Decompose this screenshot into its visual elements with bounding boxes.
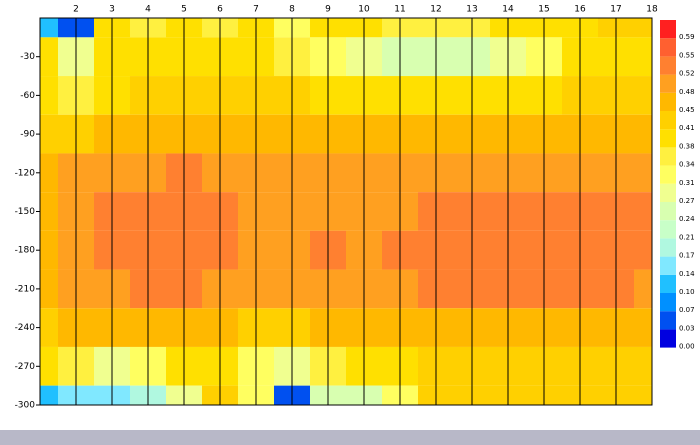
x-tick-label: 13 bbox=[466, 5, 477, 15]
legend-label: 0.45 bbox=[679, 106, 695, 114]
cell bbox=[40, 385, 58, 405]
cell bbox=[40, 37, 58, 77]
cell bbox=[40, 76, 58, 115]
y-tick-label: -180 bbox=[15, 246, 36, 256]
legend-label: 0.41 bbox=[679, 124, 695, 132]
x-tick-label: 3 bbox=[109, 5, 115, 15]
legend-label: 0.03 bbox=[679, 324, 695, 332]
cell bbox=[634, 76, 652, 115]
legend-swatch bbox=[660, 92, 676, 111]
cell bbox=[634, 192, 652, 231]
x-tick-label: 17 bbox=[610, 5, 621, 15]
legend-label: 0.27 bbox=[679, 197, 695, 205]
cell bbox=[40, 346, 58, 386]
legend-swatch bbox=[660, 183, 676, 202]
y-tick-label: -150 bbox=[15, 207, 36, 217]
x-tick-label: 2 bbox=[73, 5, 79, 15]
cell bbox=[634, 230, 652, 270]
legend-swatch bbox=[660, 38, 676, 57]
cell bbox=[634, 385, 652, 405]
y-tick-label: -210 bbox=[15, 284, 36, 294]
legend-swatch bbox=[660, 20, 676, 39]
axes: 2 3 4 5 6 7 8 9 10 11 12 13 14 15 16 17 18 -30 -60 -90 -120 -… bbox=[15, 5, 658, 411]
legend-label: 0.55 bbox=[679, 51, 695, 59]
x-tick-label: 12 bbox=[430, 5, 441, 15]
cell bbox=[40, 230, 58, 270]
y-tick-label: -60 bbox=[20, 91, 35, 101]
x-tick-label: 18 bbox=[646, 5, 658, 15]
x-tick-label: 11 bbox=[394, 5, 405, 15]
legend-label: 0.00 bbox=[679, 343, 695, 351]
legend-label: 0.38 bbox=[679, 142, 695, 150]
cell bbox=[40, 192, 58, 231]
y-tick-label: -300 bbox=[15, 401, 36, 411]
cell bbox=[634, 37, 652, 77]
cell bbox=[40, 308, 58, 347]
legend-swatch bbox=[660, 165, 676, 184]
bottom-strip bbox=[0, 430, 700, 445]
y-tick-label: -240 bbox=[15, 323, 36, 333]
legend-swatch bbox=[660, 293, 676, 312]
cell bbox=[634, 346, 652, 386]
legend-label: 0.24 bbox=[679, 215, 695, 223]
cell bbox=[634, 18, 652, 38]
legend-swatch bbox=[660, 129, 676, 148]
legend-swatch bbox=[660, 111, 676, 130]
legend-label: 0.17 bbox=[679, 252, 695, 260]
legend-label: 0.52 bbox=[679, 70, 695, 78]
legend-label: 0.14 bbox=[679, 270, 695, 278]
legend-swatch bbox=[660, 274, 676, 293]
legend-swatch bbox=[660, 238, 676, 257]
legend-swatch bbox=[660, 256, 676, 275]
legend-label: 0.59 bbox=[679, 33, 695, 41]
x-tick-label: 4 bbox=[145, 5, 151, 15]
cell bbox=[40, 269, 58, 309]
cell bbox=[40, 114, 58, 154]
y-tick-label: -90 bbox=[20, 130, 35, 140]
legend-swatch bbox=[660, 147, 676, 166]
legend-swatch bbox=[660, 311, 676, 330]
y-tick-label: -120 bbox=[15, 168, 36, 178]
x-tick-label: 5 bbox=[181, 5, 187, 15]
legend-swatch bbox=[660, 74, 676, 93]
legend-label: 0.07 bbox=[679, 306, 695, 314]
y-tick-label: -270 bbox=[15, 362, 36, 372]
legend-swatch bbox=[660, 329, 676, 348]
y-tick-label: -30 bbox=[20, 52, 35, 62]
cell bbox=[40, 153, 58, 193]
cell bbox=[634, 269, 652, 309]
x-tick-label: 6 bbox=[217, 5, 223, 15]
cell bbox=[634, 308, 652, 347]
x-tick-label: 14 bbox=[502, 5, 514, 15]
cell bbox=[634, 153, 652, 193]
legend-label: 0.31 bbox=[679, 179, 695, 187]
colorbar: 0.00 0.03 0.07 0.10 0.14 0.17 0.21 0.24 0.27 0.31… bbox=[660, 20, 695, 351]
legend-label: 0.34 bbox=[679, 161, 695, 169]
legend-label: 0.10 bbox=[679, 288, 695, 296]
x-tick-label: 15 bbox=[538, 5, 549, 15]
x-tick-label: 7 bbox=[253, 5, 259, 15]
x-tick-label: 8 bbox=[289, 5, 295, 15]
legend-swatch bbox=[660, 202, 676, 221]
legend-label: 0.21 bbox=[679, 233, 695, 241]
legend-label: 0.48 bbox=[679, 88, 695, 96]
legend-swatch bbox=[660, 56, 676, 75]
x-tick-label: 10 bbox=[358, 5, 370, 15]
cell bbox=[40, 18, 58, 38]
x-tick-label: 16 bbox=[574, 5, 586, 15]
cell bbox=[634, 114, 652, 154]
plot-frame bbox=[39, 17, 653, 406]
x-tick-label: 9 bbox=[325, 5, 331, 15]
plot-area bbox=[40, 18, 652, 405]
legend-swatch bbox=[660, 220, 676, 239]
